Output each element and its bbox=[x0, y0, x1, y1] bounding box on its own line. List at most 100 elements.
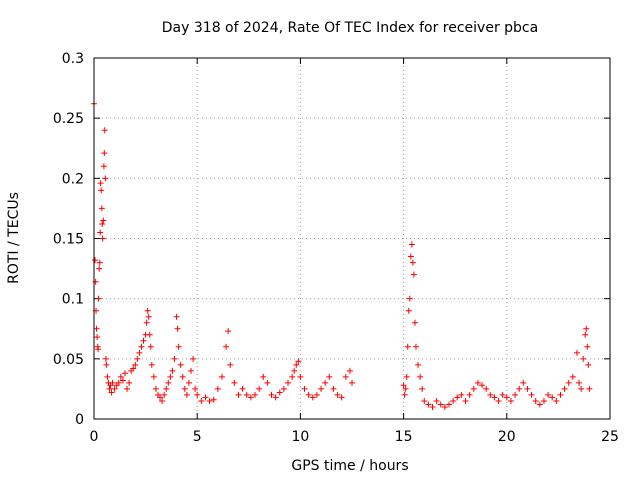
plot-frame bbox=[93, 57, 611, 420]
tick-labels: 0 5 10 15 20 25 0 0.05 0.1 0.15 0.2 0.25 0.3 bbox=[53, 51, 619, 445]
data-point bbox=[100, 163, 107, 170]
data-point bbox=[96, 259, 103, 266]
data-point bbox=[576, 379, 583, 386]
data-point bbox=[417, 373, 424, 380]
data-point bbox=[95, 346, 102, 353]
y-tick-label: 0.3 bbox=[62, 51, 84, 67]
data-point bbox=[260, 373, 267, 380]
data-point bbox=[293, 361, 300, 368]
data-point bbox=[174, 325, 181, 332]
data-point bbox=[147, 343, 154, 350]
y-tick-label: 0 bbox=[75, 412, 84, 428]
axes bbox=[93, 57, 611, 420]
data-point bbox=[400, 382, 407, 389]
y-tick-label: 0.05 bbox=[53, 352, 84, 368]
data-point bbox=[98, 205, 105, 212]
data-point bbox=[458, 391, 465, 398]
data-point bbox=[520, 379, 527, 386]
data-point bbox=[140, 337, 147, 344]
data-point bbox=[97, 180, 104, 187]
data-point bbox=[405, 307, 412, 314]
data-point bbox=[349, 379, 355, 386]
data-point bbox=[545, 391, 552, 398]
data-point bbox=[536, 401, 543, 408]
x-tick-label: 10 bbox=[291, 429, 309, 445]
data-point bbox=[144, 307, 151, 314]
data-point bbox=[425, 401, 432, 408]
data-point bbox=[318, 385, 325, 392]
data-point bbox=[313, 391, 320, 398]
data-point bbox=[334, 391, 341, 398]
data-point bbox=[100, 217, 107, 224]
data-point bbox=[171, 355, 178, 362]
data-point bbox=[99, 235, 106, 242]
data-point bbox=[111, 385, 118, 392]
data-point bbox=[580, 355, 587, 362]
data-point bbox=[272, 394, 279, 401]
data-point bbox=[138, 343, 145, 350]
data-point bbox=[585, 361, 592, 368]
data-point bbox=[512, 391, 519, 398]
data-point bbox=[411, 319, 418, 326]
data-point bbox=[185, 379, 192, 386]
data-point bbox=[243, 391, 250, 398]
data-point bbox=[407, 253, 414, 260]
data-point bbox=[470, 385, 477, 392]
data-point bbox=[402, 385, 409, 392]
data-point bbox=[115, 379, 122, 386]
data-point bbox=[96, 265, 103, 272]
data-point bbox=[132, 361, 139, 368]
data-point bbox=[403, 373, 410, 380]
data-point bbox=[309, 394, 316, 401]
data-point bbox=[247, 394, 254, 401]
data-point bbox=[297, 373, 304, 380]
data-point bbox=[483, 385, 490, 392]
data-point bbox=[130, 365, 137, 372]
data-point bbox=[557, 391, 564, 398]
data-point bbox=[183, 391, 190, 398]
data-point bbox=[159, 397, 166, 404]
data-point bbox=[569, 373, 576, 380]
data-point bbox=[406, 295, 413, 302]
data-point bbox=[499, 391, 506, 398]
grid-lines bbox=[94, 58, 610, 419]
data-point bbox=[148, 361, 155, 368]
data-point bbox=[404, 343, 411, 350]
data-point bbox=[94, 334, 101, 341]
data-point bbox=[437, 401, 444, 408]
data-point bbox=[578, 385, 585, 392]
data-point bbox=[495, 397, 502, 404]
data-point bbox=[136, 349, 143, 356]
data-point bbox=[92, 257, 99, 264]
data-point bbox=[524, 385, 531, 392]
data-point bbox=[101, 127, 108, 134]
data-point bbox=[251, 391, 258, 398]
data-point bbox=[305, 391, 312, 398]
data-point bbox=[301, 385, 308, 392]
data-point bbox=[161, 391, 168, 398]
data-point bbox=[268, 391, 275, 398]
data-point bbox=[429, 403, 436, 410]
data-point bbox=[565, 379, 572, 386]
data-point bbox=[121, 370, 128, 377]
data-point bbox=[143, 319, 150, 326]
data-point bbox=[124, 385, 131, 392]
data-point bbox=[145, 313, 152, 320]
data-point bbox=[194, 391, 201, 398]
data-point bbox=[225, 328, 232, 335]
data-point bbox=[264, 379, 271, 386]
data-point bbox=[98, 187, 105, 194]
data-point bbox=[95, 295, 102, 302]
data-point bbox=[126, 379, 133, 386]
data-point bbox=[338, 394, 345, 401]
data-point bbox=[218, 373, 225, 380]
chart-title: Day 318 of 2024, Rate Of TEC Index for r… bbox=[162, 20, 538, 36]
data-point bbox=[102, 355, 109, 362]
data-point bbox=[175, 343, 182, 350]
y-tick-label: 0.25 bbox=[53, 111, 84, 127]
data-point bbox=[119, 377, 126, 384]
data-point bbox=[419, 385, 426, 392]
data-point bbox=[239, 385, 246, 392]
data-point bbox=[280, 385, 287, 392]
data-point bbox=[408, 241, 415, 248]
